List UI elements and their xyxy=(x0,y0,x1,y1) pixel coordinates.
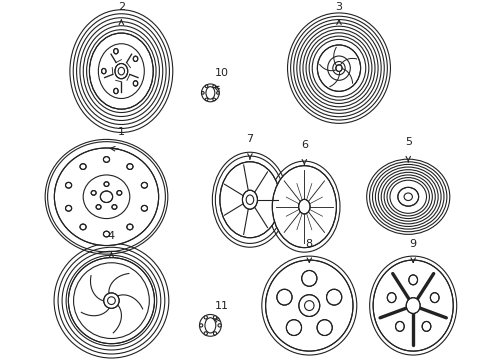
Ellipse shape xyxy=(91,190,96,195)
Ellipse shape xyxy=(318,45,361,91)
Ellipse shape xyxy=(266,260,353,351)
Ellipse shape xyxy=(204,332,207,335)
Ellipse shape xyxy=(272,166,337,248)
Ellipse shape xyxy=(422,321,431,331)
Ellipse shape xyxy=(213,98,216,101)
Ellipse shape xyxy=(286,320,301,336)
Ellipse shape xyxy=(115,63,128,79)
Ellipse shape xyxy=(220,162,280,238)
Ellipse shape xyxy=(302,270,317,286)
Ellipse shape xyxy=(243,190,257,209)
Ellipse shape xyxy=(104,293,119,309)
Ellipse shape xyxy=(205,98,208,101)
Ellipse shape xyxy=(373,260,453,351)
Ellipse shape xyxy=(336,65,342,71)
Ellipse shape xyxy=(90,33,153,109)
Ellipse shape xyxy=(213,332,217,335)
Text: 9: 9 xyxy=(410,239,417,249)
Text: 1: 1 xyxy=(118,127,125,138)
Ellipse shape xyxy=(395,321,404,331)
Ellipse shape xyxy=(430,293,439,303)
Text: 6: 6 xyxy=(301,140,308,150)
Ellipse shape xyxy=(201,91,204,94)
Ellipse shape xyxy=(66,206,72,211)
Ellipse shape xyxy=(101,68,106,74)
Ellipse shape xyxy=(199,324,203,327)
Text: 11: 11 xyxy=(215,301,229,311)
Ellipse shape xyxy=(299,295,320,316)
Ellipse shape xyxy=(409,275,417,285)
Ellipse shape xyxy=(406,298,420,314)
Text: 3: 3 xyxy=(336,2,343,12)
Ellipse shape xyxy=(54,148,159,246)
Ellipse shape xyxy=(104,182,109,186)
Ellipse shape xyxy=(387,293,396,303)
Ellipse shape xyxy=(213,316,217,319)
Ellipse shape xyxy=(114,49,118,54)
Ellipse shape xyxy=(218,324,221,327)
Ellipse shape xyxy=(299,199,310,214)
Ellipse shape xyxy=(66,183,72,188)
Ellipse shape xyxy=(80,224,86,230)
Ellipse shape xyxy=(141,183,147,188)
Ellipse shape xyxy=(69,258,154,344)
Ellipse shape xyxy=(112,205,117,209)
Text: 10: 10 xyxy=(215,68,229,78)
Ellipse shape xyxy=(100,191,113,202)
Ellipse shape xyxy=(114,88,118,94)
Ellipse shape xyxy=(398,187,418,206)
Ellipse shape xyxy=(204,316,207,319)
Ellipse shape xyxy=(103,231,110,237)
Text: 7: 7 xyxy=(246,134,253,144)
Text: 2: 2 xyxy=(118,2,125,12)
Ellipse shape xyxy=(205,85,208,88)
Text: 8: 8 xyxy=(306,239,313,249)
Text: 4: 4 xyxy=(108,231,115,241)
Ellipse shape xyxy=(213,85,216,88)
Ellipse shape xyxy=(127,164,133,170)
Ellipse shape xyxy=(117,190,122,195)
Ellipse shape xyxy=(317,320,332,336)
Ellipse shape xyxy=(133,81,138,86)
Ellipse shape xyxy=(277,289,292,305)
Ellipse shape xyxy=(80,164,86,170)
Ellipse shape xyxy=(127,224,133,230)
Ellipse shape xyxy=(141,206,147,211)
Ellipse shape xyxy=(133,56,138,62)
Ellipse shape xyxy=(103,157,110,162)
Ellipse shape xyxy=(217,91,220,94)
Text: 5: 5 xyxy=(405,137,412,147)
Ellipse shape xyxy=(96,205,101,209)
Ellipse shape xyxy=(326,289,342,305)
